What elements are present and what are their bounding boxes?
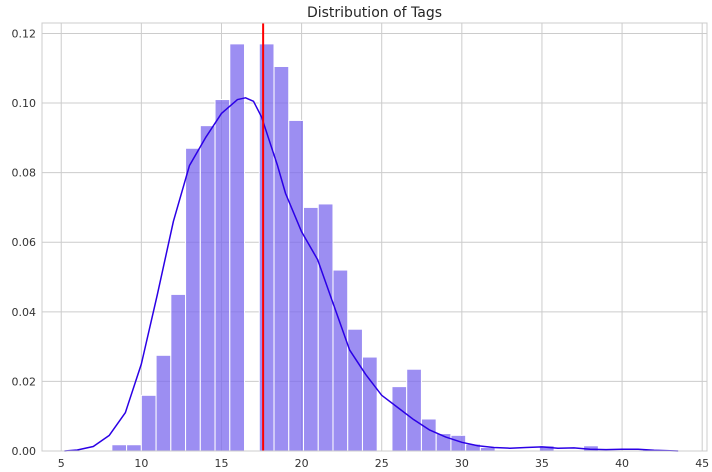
histogram-bar (406, 368, 422, 452)
x-tick-label: 45 (695, 457, 709, 470)
y-tick-label: 0.10 (12, 97, 37, 110)
histogram-bar (199, 125, 216, 452)
histogram-bar (140, 394, 157, 452)
x-tick-label: 10 (134, 457, 148, 470)
x-tick-label: 20 (295, 457, 309, 470)
y-tick-label: 0.12 (12, 27, 37, 40)
x-tick-label: 40 (615, 457, 629, 470)
y-tick-label: 0.00 (12, 445, 37, 458)
chart-title: Distribution of Tags (307, 5, 442, 21)
x-tick-label: 25 (375, 457, 389, 470)
x-tick-label: 15 (214, 457, 228, 470)
histogram-bar (273, 65, 290, 452)
y-tick-label: 0.06 (12, 236, 37, 249)
histogram-bar (155, 354, 172, 452)
histogram-bar (317, 203, 334, 452)
histogram-bar (288, 119, 304, 452)
histogram-bar (420, 418, 437, 452)
y-tick-label: 0.02 (12, 375, 37, 388)
y-tick-label: 0.04 (12, 306, 37, 319)
histogram-bar (111, 444, 128, 452)
histogram-bar (170, 293, 187, 452)
plot-frame (41, 22, 708, 452)
histogram-bar (185, 147, 201, 452)
y-tick-label: 0.08 (12, 167, 37, 180)
x-tick-label: 35 (535, 457, 549, 470)
histogram-bar (361, 356, 378, 452)
histogram-bar (303, 206, 319, 452)
histogram-bar (214, 99, 231, 452)
x-tick-label: 5 (58, 457, 65, 470)
histogram-bar (258, 43, 275, 452)
histogram-bar (347, 328, 363, 452)
histogram-bar (126, 444, 142, 452)
histogram-bar (332, 269, 349, 452)
kde-curve (64, 97, 679, 452)
histogram-bar (391, 386, 408, 452)
x-tick-label: 30 (455, 457, 469, 470)
